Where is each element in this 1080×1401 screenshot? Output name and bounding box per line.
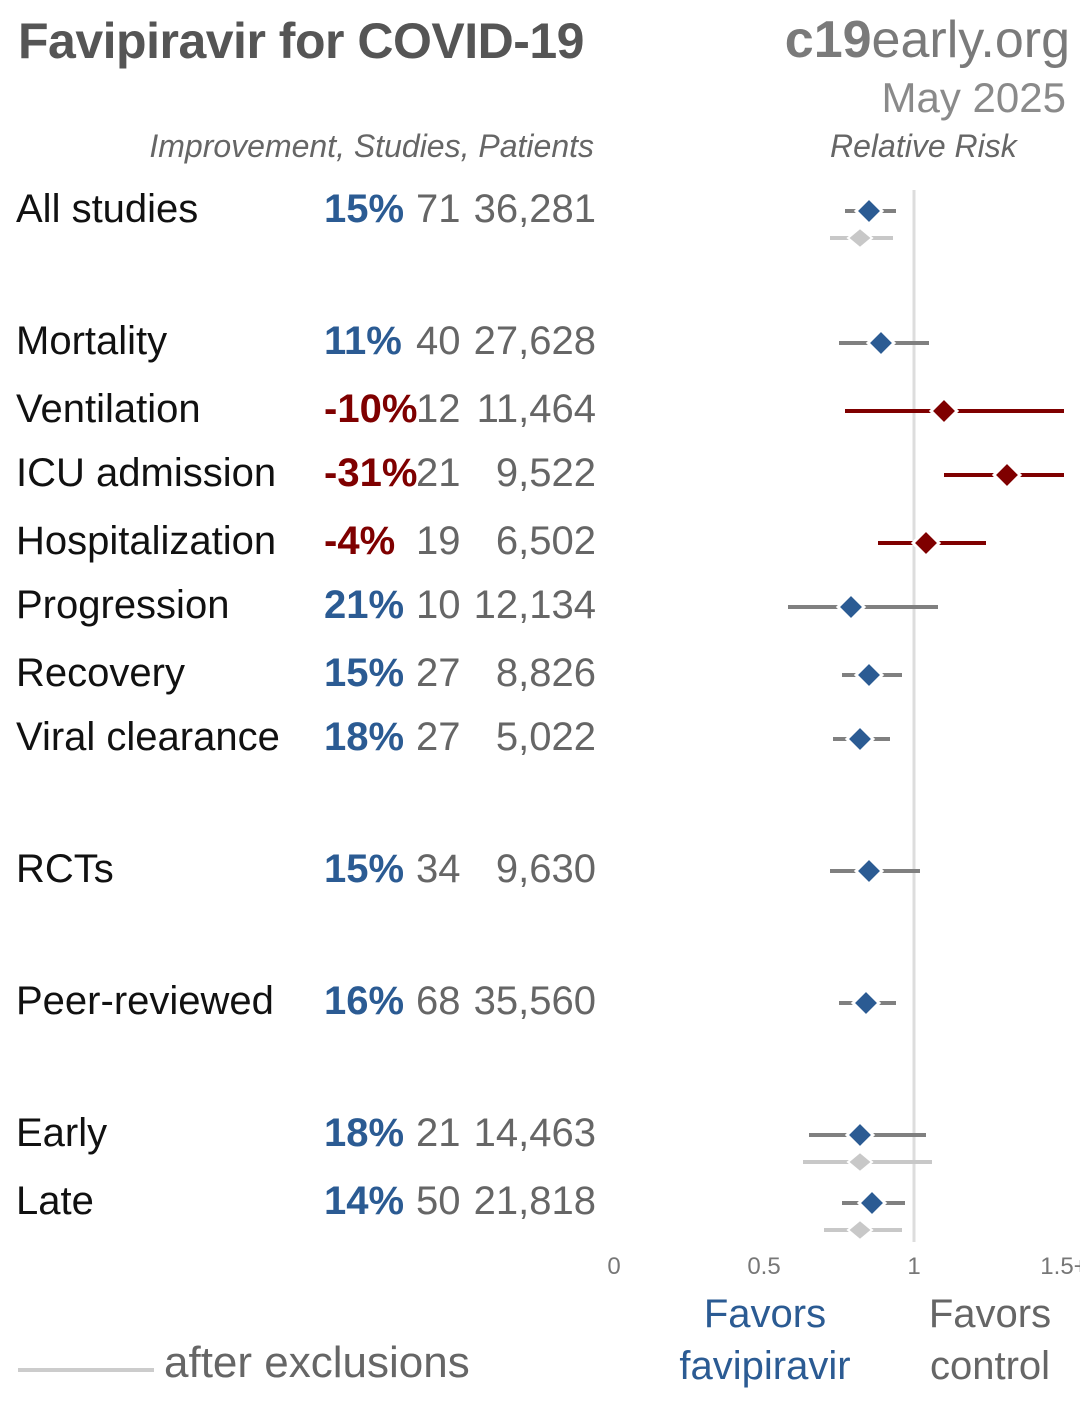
row-studies: 34 xyxy=(416,847,461,891)
exclusion-marker xyxy=(846,226,874,250)
point-estimate-marker xyxy=(991,459,1023,491)
point-estimate-marker xyxy=(853,195,885,227)
row-improvement: -31% xyxy=(324,451,418,495)
page-title: Favipiravir for COVID-19 xyxy=(18,13,584,69)
row-label: ICU admission xyxy=(16,451,277,495)
tick-label: 1 xyxy=(907,1253,920,1280)
row-label: Viral clearance xyxy=(16,715,280,759)
row-improvement: 15% xyxy=(324,187,405,231)
row-studies: 68 xyxy=(416,979,461,1023)
row-patients: 5,022 xyxy=(495,715,596,759)
row-label: All studies xyxy=(16,187,199,231)
point-estimate-marker xyxy=(928,395,960,427)
site-name-prefix: c19 xyxy=(784,11,872,69)
date-label: May 2025 xyxy=(881,74,1066,121)
point-estimate-marker xyxy=(853,659,885,691)
row-label: Peer-reviewed xyxy=(16,979,274,1023)
favors-treatment-label: Favors favipiravir xyxy=(679,1292,851,1388)
row-label: Progression xyxy=(16,583,230,627)
site-name-suffix: early.org xyxy=(871,11,1070,69)
point-estimate-marker xyxy=(844,1119,876,1151)
row-studies: 50 xyxy=(416,1179,461,1223)
row-label: Hospitalization xyxy=(16,519,277,563)
tick-label: 1.5+ xyxy=(1040,1253,1080,1280)
exclusion-legend-swatch xyxy=(18,1368,154,1372)
row-improvement: 15% xyxy=(324,651,405,695)
row-improvement: 18% xyxy=(324,1111,405,1155)
row-improvement: 15% xyxy=(324,847,405,891)
row-studies: 27 xyxy=(416,715,461,759)
row-label: Late xyxy=(16,1179,94,1223)
tick-label: 0.5 xyxy=(747,1253,780,1280)
exclusion-legend-label: after exclusions xyxy=(164,1338,470,1387)
row-improvement: -4% xyxy=(324,519,396,563)
column-header: Improvement, Studies, Patients xyxy=(149,128,594,164)
row-studies: 12 xyxy=(416,387,461,431)
row-patients: 21,818 xyxy=(473,1179,596,1223)
row-improvement: 21% xyxy=(324,583,405,627)
row-patients: 27,628 xyxy=(473,319,596,363)
favors-control-label: Favors control xyxy=(928,1292,1052,1388)
row-patients: 11,464 xyxy=(476,387,596,431)
row-label: Mortality xyxy=(16,319,168,363)
row-improvement: -10% xyxy=(324,387,418,431)
exclusion-marker xyxy=(846,1150,874,1174)
row-patients: 36,281 xyxy=(473,187,596,231)
row-studies: 19 xyxy=(416,519,461,563)
point-estimate-marker xyxy=(856,1187,888,1219)
row-patients: 12,134 xyxy=(473,583,596,627)
point-estimate-marker xyxy=(853,855,885,887)
relative-risk-header: Relative Risk xyxy=(830,128,1017,164)
row-patients: 35,560 xyxy=(473,979,596,1023)
row-label: Ventilation xyxy=(16,387,201,431)
row-patients: 9,630 xyxy=(495,847,596,891)
row-studies: 21 xyxy=(416,1111,461,1155)
row-improvement: 14% xyxy=(324,1179,405,1223)
row-studies: 71 xyxy=(416,187,461,231)
row-patients: 14,463 xyxy=(473,1111,596,1155)
row-improvement: 16% xyxy=(324,979,405,1023)
row-studies: 27 xyxy=(416,651,461,695)
point-estimate-marker xyxy=(910,527,942,559)
row-studies: 10 xyxy=(416,583,461,627)
point-estimate-marker xyxy=(865,327,897,359)
tick-label: 0 xyxy=(607,1253,620,1280)
point-estimate-marker xyxy=(850,987,882,1019)
row-studies: 21 xyxy=(416,451,461,495)
exclusion-marker xyxy=(846,1218,874,1242)
row-patients: 9,522 xyxy=(495,451,596,495)
row-patients: 8,826 xyxy=(495,651,596,695)
point-estimate-marker xyxy=(835,591,867,623)
row-improvement: 11% xyxy=(324,319,402,363)
row-label: RCTs xyxy=(16,847,114,891)
row-label: Early xyxy=(16,1111,108,1155)
row-improvement: 18% xyxy=(324,715,405,759)
row-patients: 6,502 xyxy=(495,519,596,563)
site-name: c19early.org xyxy=(785,10,1070,70)
row-studies: 40 xyxy=(416,319,461,363)
point-estimate-marker xyxy=(844,723,876,755)
row-label: Recovery xyxy=(16,651,185,695)
